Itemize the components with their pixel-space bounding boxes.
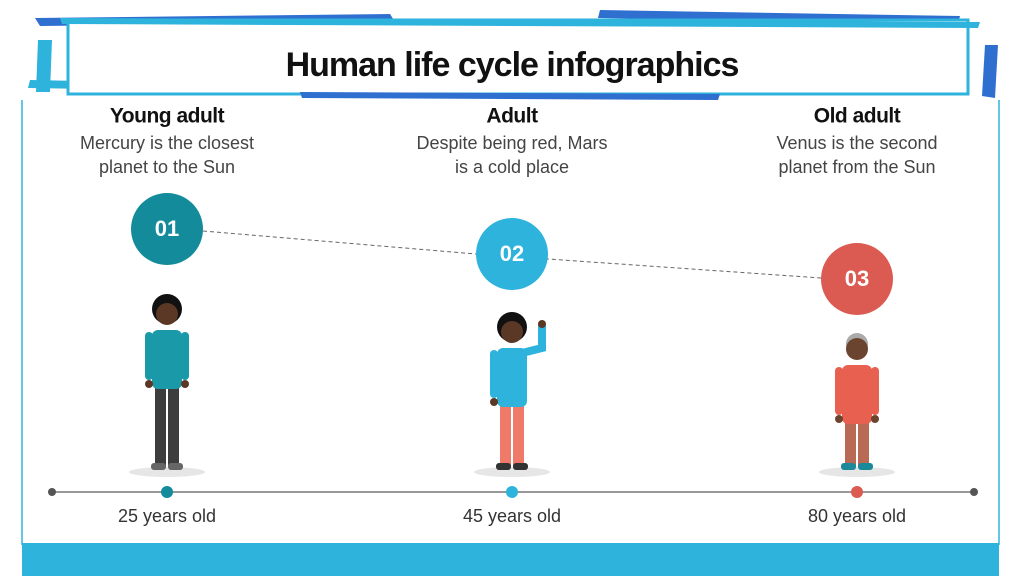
stage-description: Despite being red, Mars [416, 133, 607, 153]
stage-description: planet to the Sun [99, 157, 235, 177]
torso [842, 365, 872, 424]
shoe [496, 463, 511, 470]
legs [845, 420, 856, 466]
stage-number: 01 [155, 216, 179, 241]
head [501, 321, 523, 343]
hand [871, 415, 879, 423]
legs [155, 385, 166, 466]
timeline-dot [506, 486, 518, 498]
person-figure [129, 294, 205, 477]
legs [858, 420, 869, 466]
shadow [819, 467, 895, 477]
torso [152, 330, 182, 389]
shoe [151, 463, 166, 470]
stage-age: 45 years old [463, 506, 561, 526]
stage-badge [131, 193, 203, 265]
timeline-end [48, 488, 56, 496]
stage-description: Venus is the second [776, 133, 937, 153]
person-figure [819, 333, 895, 477]
timeline-dot [161, 486, 173, 498]
shoe [513, 463, 528, 470]
arm [522, 322, 546, 356]
stage-number: 03 [845, 266, 869, 291]
stage-description: planet from the Sun [778, 157, 935, 177]
stage-description: is a cold place [455, 157, 569, 177]
head [156, 303, 178, 325]
head [846, 338, 868, 360]
arm [835, 367, 843, 415]
shoe [858, 463, 873, 470]
stage-title: Young adult [110, 105, 225, 128]
timeline-dot [851, 486, 863, 498]
stage-badge [821, 243, 893, 315]
hand [145, 380, 153, 388]
hand [181, 380, 189, 388]
stage-age: 25 years old [118, 506, 216, 526]
arm [871, 367, 879, 415]
hand [538, 320, 546, 328]
stage-number: 02 [500, 241, 524, 266]
shadow [474, 467, 550, 477]
stage-description: Mercury is the closest [80, 133, 254, 153]
title: Human life cycle infographics [286, 46, 739, 84]
hand [835, 415, 843, 423]
person-figure [474, 312, 550, 477]
arm [181, 332, 189, 380]
title-banner [28, 10, 998, 100]
shoe [168, 463, 183, 470]
legs [500, 403, 511, 466]
torso [497, 348, 527, 407]
arm [490, 350, 498, 398]
shadow [129, 467, 205, 477]
bottom-band [22, 543, 999, 576]
hand [490, 398, 498, 406]
stage-title: Adult [486, 105, 538, 128]
stage-title: Old adult [814, 105, 901, 128]
legs [168, 385, 179, 466]
legs [513, 403, 524, 466]
stage-age: 80 years old [808, 506, 906, 526]
arm [145, 332, 153, 380]
stage-badge [476, 218, 548, 290]
timeline-end [970, 488, 978, 496]
shoe [841, 463, 856, 470]
